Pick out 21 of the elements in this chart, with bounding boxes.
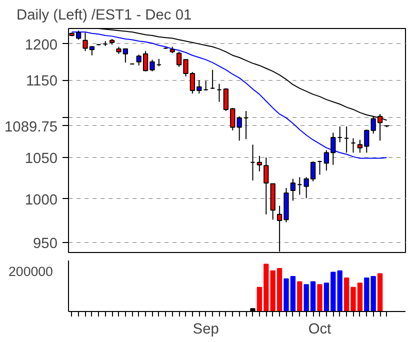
chart-title: Daily (Left) /EST1 - Dec 01 — [16, 8, 192, 24]
candlestick — [236, 116, 242, 142]
candlestick — [290, 178, 296, 202]
bar — [370, 276, 376, 312]
bar — [377, 273, 383, 312]
y-tick-label: 1000 — [24, 192, 58, 208]
x-tick-label: Sep — [192, 322, 219, 338]
y-tick-label: 1200 — [24, 37, 58, 54]
candlestick — [256, 155, 262, 172]
candlestick — [264, 156, 269, 215]
bar — [337, 270, 342, 312]
y-tick-label: 1089.75 — [4, 119, 58, 136]
bar — [297, 281, 302, 312]
text: 200000 — [8, 264, 53, 280]
bar — [317, 284, 322, 312]
bar — [364, 277, 370, 312]
x-tick-label: Oct — [308, 322, 332, 338]
line-series — [71, 31, 388, 159]
y-tick-label: 1050 — [24, 150, 58, 167]
y-tick-label: 950 — [33, 236, 58, 252]
y-tick-label: 1150 — [26, 74, 58, 90]
